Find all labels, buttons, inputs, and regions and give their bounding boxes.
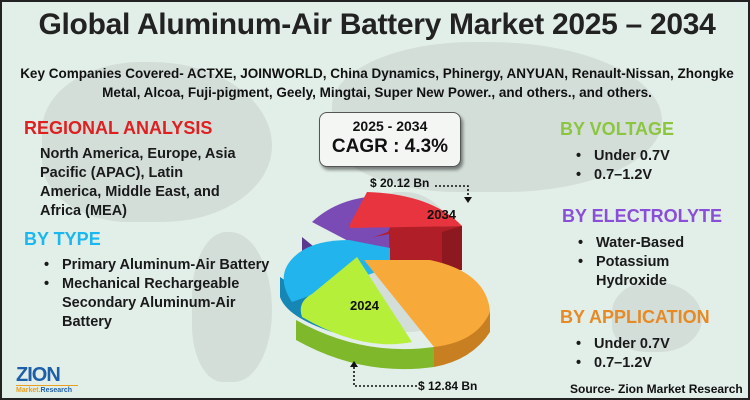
pie-label-2034: 2034 <box>427 207 457 222</box>
end-value-arrow-icon <box>435 185 472 203</box>
pie-chart: 2034 2024 <box>280 192 490 370</box>
by-application-heading: BY APPLICATION <box>560 307 710 327</box>
list-item: 0.7–1.2V <box>572 354 742 373</box>
list-item: Mechanical Rechargeable Secondary Alumin… <box>40 275 280 332</box>
regional-heading: REGIONAL ANALYSIS <box>24 118 213 138</box>
by-type-heading: BY TYPE <box>24 229 101 249</box>
list-item: 0.7–1.2V <box>572 166 742 185</box>
by-electrolyte-list: Water-Based Potassium Hydroxide <box>574 234 744 291</box>
list-item: Primary Aluminum-Air Battery <box>40 256 280 275</box>
by-voltage-heading: BY VOLTAGE <box>560 119 675 139</box>
regional-text: North America, Europe, Asia Pacific (APA… <box>40 146 236 219</box>
zion-logo: ZION Market.Research <box>16 365 78 397</box>
start-value-label: $ 12.84 Bn <box>418 379 478 393</box>
map-north-america <box>42 62 272 222</box>
start-value-arrow-icon <box>350 361 417 387</box>
cagr-value: CAGR : 4.3% <box>331 136 449 157</box>
by-voltage-list: Under 0.7V 0.7–1.2V <box>572 147 742 185</box>
pie-label-2024: 2024 <box>350 298 380 313</box>
page-title: Global Aluminum-Air Battery Market 2025 … <box>38 8 716 41</box>
end-value-label: $ 20.12 Bn <box>370 176 430 190</box>
key-companies: Key Companies Covered- ACTXE, JOINWORLD,… <box>20 66 734 100</box>
logo-sub: Market.Research <box>16 385 78 395</box>
list-item: Under 0.7V <box>572 147 742 166</box>
cagr-box: 2025 - 2034 CAGR : 4.3% <box>319 112 461 167</box>
logo-main: ZION <box>16 364 61 386</box>
cagr-years: 2025 - 2034 <box>352 118 428 134</box>
by-application-list: Under 0.7V 0.7–1.2V <box>572 335 742 373</box>
list-item: Water-Based <box>574 234 744 253</box>
by-electrolyte-heading: BY ELECTROLYTE <box>562 206 723 226</box>
by-type-list: Primary Aluminum-Air Battery Mechanical … <box>40 256 280 332</box>
list-item: Potassium Hydroxide <box>574 253 744 291</box>
list-item: Under 0.7V <box>572 335 742 354</box>
source-text: Source- Zion Market Research <box>570 382 743 396</box>
